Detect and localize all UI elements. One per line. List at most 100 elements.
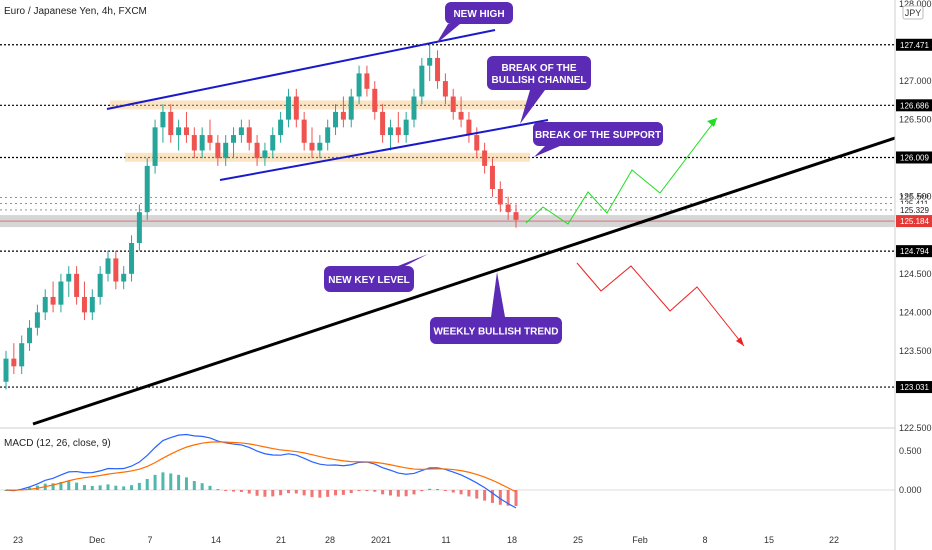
- x-axis-tick-label: 21: [276, 535, 286, 545]
- candle-body: [105, 258, 111, 274]
- macd-histogram-bar: [302, 490, 306, 496]
- candle-body: [50, 296, 56, 305]
- x-axis-tick-label: 15: [764, 535, 774, 545]
- macd-histogram-bar: [137, 482, 141, 490]
- macd-pane: 0.500 0.000: [0, 433, 922, 509]
- candle-body: [183, 127, 189, 136]
- macd-axis-tick-label: 0.500: [899, 446, 922, 456]
- macd-histogram-bar: [51, 483, 55, 490]
- candle-body: [191, 135, 197, 151]
- macd-histogram-bar: [381, 490, 385, 495]
- macd-histogram-bar: [373, 490, 377, 492]
- candle-body: [270, 135, 276, 151]
- macd-histogram-bar: [318, 490, 322, 498]
- weekly-trend-line: [32, 136, 896, 426]
- macd-line: [5, 433, 517, 509]
- candle-body: [285, 96, 291, 120]
- callout-new-key-level[interactable]: NEW KEY LEVEL: [324, 254, 428, 292]
- candle-body: [513, 212, 519, 220]
- bullish-scenario-arrowhead: [707, 118, 717, 127]
- macd-histogram-bar: [279, 490, 283, 496]
- macd-label: MACD (12, 26, close, 9): [4, 438, 111, 449]
- x-axis-tick-label: 25: [573, 535, 583, 545]
- candle-body: [427, 57, 433, 66]
- candle-body: [58, 281, 64, 305]
- macd-histogram-bar: [145, 478, 149, 490]
- callout-box: [533, 122, 663, 146]
- price-tag-bg: [896, 99, 932, 112]
- candle-body: [129, 242, 135, 274]
- macd-histogram-bar: [208, 485, 212, 490]
- x-axis-tick-label: 8: [702, 535, 707, 545]
- macd-histogram-bar: [114, 485, 118, 490]
- candle-body: [246, 127, 252, 143]
- macd-histogram-bar: [122, 486, 126, 490]
- y-axis-tick-label: 122.500: [899, 423, 932, 433]
- callout-new-high[interactable]: NEW HIGH: [436, 2, 513, 44]
- bearish-scenario-path: [576, 262, 745, 347]
- candle-body: [11, 358, 17, 367]
- candle-body: [325, 127, 331, 143]
- price-tag-label: 125.184: [900, 217, 929, 226]
- candle-body: [348, 96, 354, 120]
- candle-body: [278, 119, 284, 136]
- x-axis-tick-label: 23: [13, 535, 23, 545]
- macd-histogram-bar: [294, 490, 298, 494]
- price-tag-bg: [896, 215, 932, 228]
- y-axis-tick-label: 127.000: [899, 76, 932, 86]
- candle-body: [387, 127, 393, 136]
- y-axis-tick-label: 128.000: [899, 0, 932, 9]
- candle-body: [223, 142, 229, 159]
- candle-body: [74, 273, 80, 297]
- macd-histogram-bar: [75, 482, 79, 490]
- macd-histogram-bar: [98, 485, 102, 490]
- macd-histogram-bar: [200, 483, 204, 490]
- candle-body: [505, 204, 511, 213]
- candle-body: [176, 127, 182, 136]
- macd-histogram-bar: [82, 485, 86, 490]
- macd-histogram-bar: [506, 490, 510, 506]
- price-tag-label: 125.329: [900, 206, 929, 215]
- currency-badge[interactable]: JPY: [902, 5, 924, 20]
- macd-histogram-bar: [428, 488, 432, 490]
- candle-body: [380, 111, 386, 136]
- macd-histogram-bar: [153, 474, 157, 490]
- y-axis-tick-label: 125.500: [899, 192, 932, 202]
- callout-pointer: [436, 24, 460, 44]
- candle-body: [340, 111, 346, 120]
- macd-histogram-bar: [349, 490, 353, 494]
- callout-label: BREAK OF THE: [502, 63, 577, 74]
- macd-histogram-bar: [271, 490, 275, 497]
- macd-histogram-bar: [161, 472, 165, 490]
- candle-body: [450, 96, 456, 112]
- candle-body: [458, 111, 464, 120]
- candle-body: [160, 111, 166, 128]
- macd-histogram-bar: [341, 490, 345, 495]
- candle-body: [317, 142, 323, 151]
- callout-box: [324, 266, 414, 292]
- macd-histogram-bar: [451, 490, 455, 493]
- macd-histogram-bar: [498, 490, 502, 505]
- macd-histogram-bar: [169, 473, 173, 490]
- macd-histogram-bar: [514, 490, 518, 507]
- callout-weekly-trend[interactable]: WEEKLY BULLISH TREND: [430, 272, 562, 344]
- macd-axis-tick-label: 0.000: [899, 485, 922, 495]
- y-axis-tick-label: 124.500: [899, 269, 932, 279]
- candle-body: [3, 358, 9, 382]
- macd-histogram-bar: [106, 484, 110, 490]
- callout-break-support[interactable]: BREAK OF THE SUPPORT: [533, 122, 663, 157]
- candle-body: [442, 81, 448, 97]
- currency-badge-label: JPY: [905, 8, 922, 18]
- y-axis-tick-label: 123.500: [899, 346, 932, 356]
- macd-histogram-bar: [184, 477, 188, 490]
- x-axis-tick-label: 7: [147, 535, 152, 545]
- candle-body: [81, 296, 87, 313]
- macd-histogram-bar: [286, 490, 290, 494]
- price-tag-bg: [896, 203, 932, 216]
- x-axis-tick-label: 28: [325, 535, 335, 545]
- candle-body: [97, 273, 103, 297]
- macd-histogram-bar: [130, 485, 134, 490]
